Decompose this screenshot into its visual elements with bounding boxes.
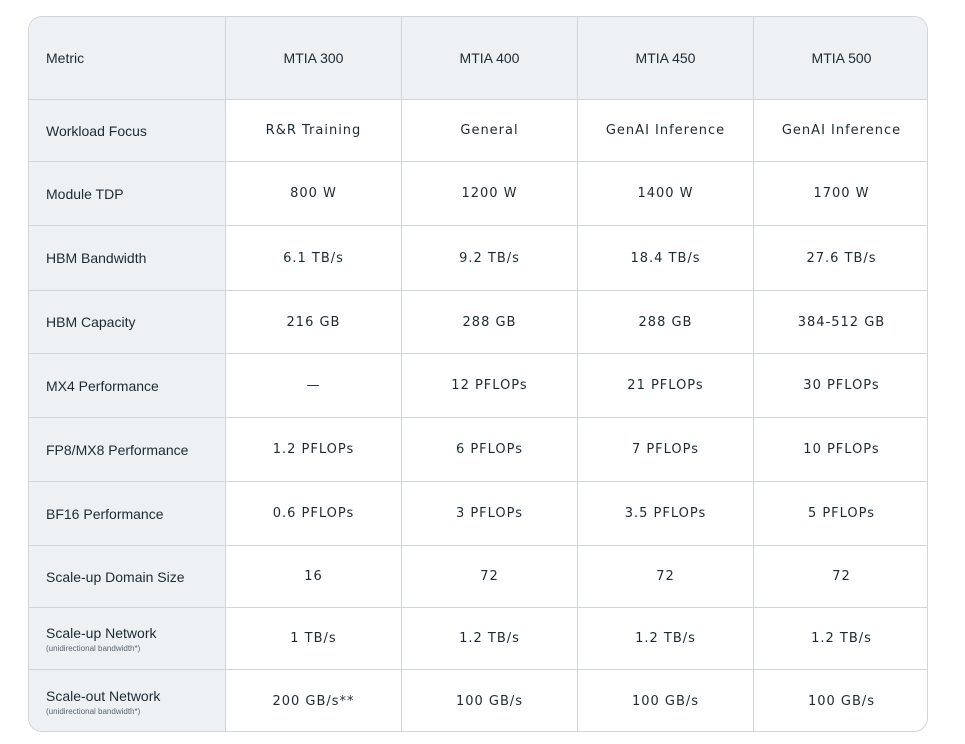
value-cell: 1.2 TB/s [578, 608, 754, 670]
row-label: FP8/MX8 Performance [29, 418, 226, 482]
value-cell: 1400 W [578, 162, 754, 226]
value-cell: 3.5 PFLOPs [578, 482, 754, 546]
row-label: Module TDP [29, 162, 226, 226]
metric-name: BF16 Performance [46, 505, 164, 522]
value-cell: — [226, 354, 402, 418]
value-cell: 9.2 TB/s [402, 226, 578, 291]
value-cell: GenAI Inference [578, 100, 754, 162]
value-cell: 384-512 GB [754, 291, 927, 354]
metric-note: (unidirectional bandwidth*) [46, 643, 141, 653]
value-cell: 100 GB/s [807, 694, 876, 709]
value-cell: 200 GB/s** [226, 670, 402, 731]
value-cell: 1.2 TB/s [754, 608, 927, 670]
header-cell: Metric [29, 17, 226, 100]
value-cell: 288 GB [578, 291, 754, 354]
value-cell: 216 GB [226, 291, 402, 354]
row-label: HBM Bandwidth [29, 226, 226, 291]
value-cell: 1 TB/s [226, 608, 402, 670]
value-cell: 800 W [226, 162, 402, 226]
value-cell: 1.2 TB/s [402, 608, 578, 670]
header-cell: MTIA 400 [402, 17, 578, 100]
metric-name: HBM Bandwidth [46, 250, 147, 266]
value-cell: 30 PFLOPs [754, 354, 927, 418]
header-cell: MTIA 500 [754, 17, 927, 100]
row-label: MX4 Performance [29, 354, 226, 418]
value-cell: 27.6 TB/s [754, 226, 927, 291]
metric-name: MX4 Performance [46, 377, 159, 394]
metric-name: Workload Focus [46, 122, 147, 139]
value-cell: R&R Training [226, 100, 402, 162]
value-cell: 16 [226, 546, 402, 608]
row-label: Scale-up Network (unidirectional bandwidt… [29, 608, 226, 670]
value-cell: 10 PFLOPs [754, 418, 927, 482]
metric-name: FP8/MX8 Performance [46, 441, 189, 458]
value-cell: 5 PFLOPs [754, 482, 927, 546]
row-label: Workload Focus [29, 100, 226, 162]
row-label: Scale-up Domain Size [29, 546, 226, 608]
value-cell: 12 PFLOPs [402, 354, 578, 418]
value-cell: 72 [578, 546, 754, 608]
row-label: HBM Capacity [29, 291, 226, 354]
header-cell: MTIA 450 [578, 17, 754, 100]
value-cell: 72 [402, 546, 578, 608]
value-cell: 72 [754, 546, 927, 608]
value-cell: GenAI Inference [754, 100, 927, 162]
value-cell: 1200 W [402, 162, 578, 226]
value-cell: 6.1 TB/s [226, 226, 402, 291]
value-cell: 21 PFLOPs [578, 354, 754, 418]
metric-name: Scale-out Network [46, 687, 161, 704]
value-cell: 3 PFLOPs [402, 482, 578, 546]
value-cell: 0.6 PFLOPs [226, 482, 402, 546]
metric-name: Scale-up Network [46, 624, 157, 641]
row-label: BF16 Performance [29, 482, 226, 546]
metric-note: (unidirectional bandwidth*) [46, 706, 141, 716]
value-cell: 1.2 PFLOPs [226, 418, 402, 482]
value-cell: General [402, 100, 578, 162]
header-cell: MTIA 300 [226, 17, 402, 100]
metric-name: HBM Capacity [46, 314, 136, 330]
metric-name: Module TDP [46, 185, 124, 202]
value-cell: 100 GB/s [402, 670, 578, 731]
value-cell: 7 PFLOPs [578, 418, 754, 482]
metric-name: Scale-up Domain Size [46, 568, 185, 585]
value-cell: 100 GB/s [578, 670, 754, 731]
row-label: Scale-out Network (unidirectional bandwid… [29, 670, 226, 731]
value-cell: 18.4 TB/s [578, 226, 754, 291]
value-cell: 1700 W [754, 162, 927, 226]
value-cell: 288 GB [402, 291, 578, 354]
value-cell: 6 PFLOPs [402, 418, 578, 482]
spec-table: Metric MTIA 300 MTIA 400 MTIA 450 MTIA 500 Wo… [28, 16, 928, 732]
